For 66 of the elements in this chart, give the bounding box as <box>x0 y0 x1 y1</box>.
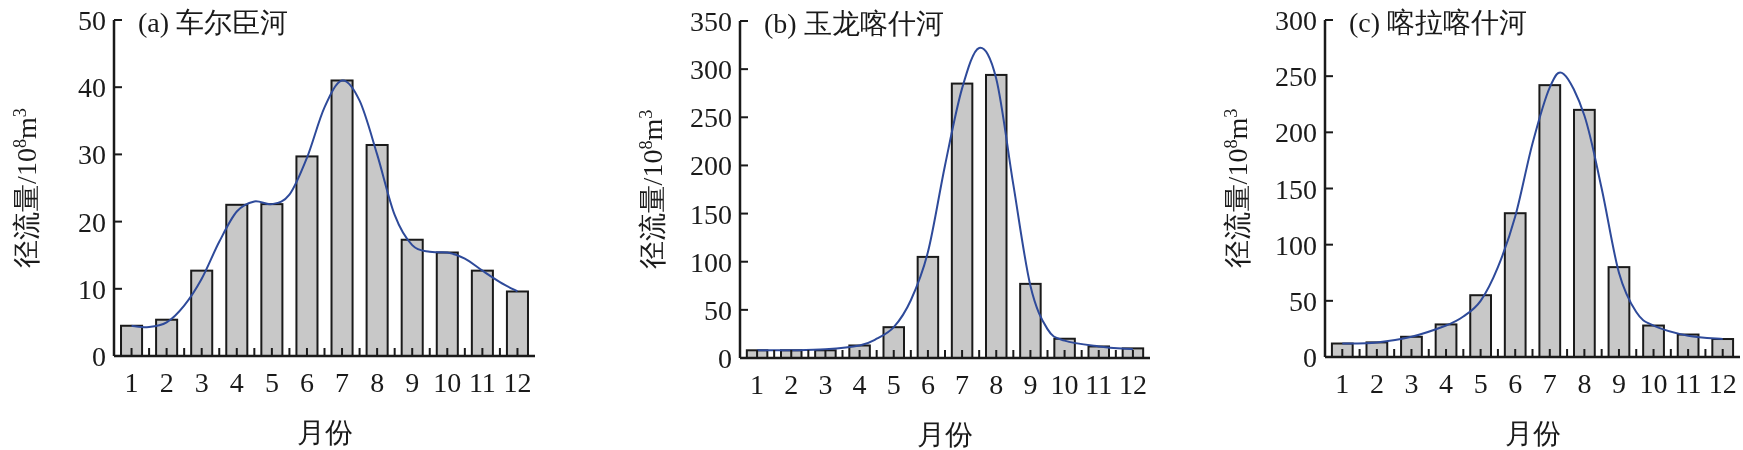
x-tick-label: 11 <box>1085 369 1113 400</box>
x-tick-label: 6 <box>299 367 314 398</box>
y-tick-label: 100 <box>690 246 732 278</box>
x-tick-label: 1 <box>1335 368 1350 399</box>
y-tick-label: 250 <box>690 102 732 134</box>
x-tick-label: 6 <box>920 369 935 400</box>
y-tick-label: 300 <box>1275 5 1317 36</box>
x-tick-label: 7 <box>955 369 970 400</box>
x-tick-label: 5 <box>886 369 901 400</box>
y-tick-label: 0 <box>92 341 106 372</box>
x-tick-label: 5 <box>1473 368 1488 399</box>
y-tick-label: 300 <box>690 54 732 86</box>
x-tick-label: 3 <box>194 367 209 398</box>
x-tick-label: 6 <box>1508 368 1523 399</box>
x-tick-label: 3 <box>818 369 833 400</box>
x-tick-label: 8 <box>1577 368 1592 399</box>
x-tick-label: 7 <box>335 367 350 398</box>
y-tick-label: 0 <box>1303 342 1317 373</box>
x-tick-label: 8 <box>989 369 1004 400</box>
x-tick-label: 2 <box>1369 368 1384 399</box>
x-axis-title: 月份 <box>917 419 973 450</box>
y-tick-label: 0 <box>718 343 732 374</box>
x-tick-label: 12 <box>503 367 532 398</box>
x-tick-label: 9 <box>1023 369 1038 400</box>
line-series <box>756 46 1134 352</box>
y-tick-label: 150 <box>1275 173 1317 205</box>
x-axis-title: 月份 <box>1504 418 1561 449</box>
y-tick-label: 100 <box>1275 229 1317 261</box>
chart-title: (c) 喀拉喀什河 <box>1349 7 1528 38</box>
x-tick-label: 7 <box>1542 368 1557 399</box>
y-tick-label: 250 <box>1275 61 1317 93</box>
y-tick-label: 30 <box>78 139 106 171</box>
y-tick-label: 50 <box>78 5 106 36</box>
x-tick-label: 3 <box>1404 368 1419 399</box>
x-tick-label: 2 <box>159 367 174 398</box>
x-tick-label: 4 <box>852 369 867 400</box>
x-tick-label: 10 <box>1639 368 1668 399</box>
y-tick-label: 40 <box>78 72 106 104</box>
chart-title: (a) 车尔臣河 <box>138 7 289 38</box>
y-tick-label: 50 <box>704 294 732 326</box>
y-tick-label: 150 <box>690 198 732 230</box>
x-tick-label: 2 <box>784 369 799 400</box>
y-tick-label: 200 <box>690 150 732 182</box>
x-tick-label: 9 <box>1611 368 1626 399</box>
x-tick-label: 8 <box>370 367 385 398</box>
line-series <box>130 79 519 329</box>
chart-title: (b) 玉龙喀什河 <box>764 8 944 39</box>
y-tick-label: 10 <box>78 273 106 305</box>
x-tick-label: 1 <box>124 367 139 398</box>
x-axis-title: 月份 <box>296 417 353 448</box>
x-tick-label: 1 <box>750 369 765 400</box>
line-series <box>1341 72 1724 345</box>
x-tick-label: 5 <box>264 367 279 398</box>
x-tick-label: 4 <box>1439 368 1454 399</box>
x-tick-label: 12 <box>1118 369 1147 400</box>
y-tick-label: 50 <box>1289 285 1317 317</box>
x-tick-label: 10 <box>1050 369 1079 400</box>
x-tick-label: 10 <box>433 367 462 398</box>
x-tick-label: 12 <box>1708 368 1737 399</box>
y-tick-label: 350 <box>690 6 732 37</box>
x-tick-label: 11 <box>468 367 496 398</box>
x-tick-label: 9 <box>405 367 420 398</box>
x-tick-label: 4 <box>229 367 244 398</box>
x-tick-label: 11 <box>1674 368 1702 399</box>
y-tick-label: 200 <box>1275 117 1317 149</box>
y-tick-label: 20 <box>78 206 106 238</box>
